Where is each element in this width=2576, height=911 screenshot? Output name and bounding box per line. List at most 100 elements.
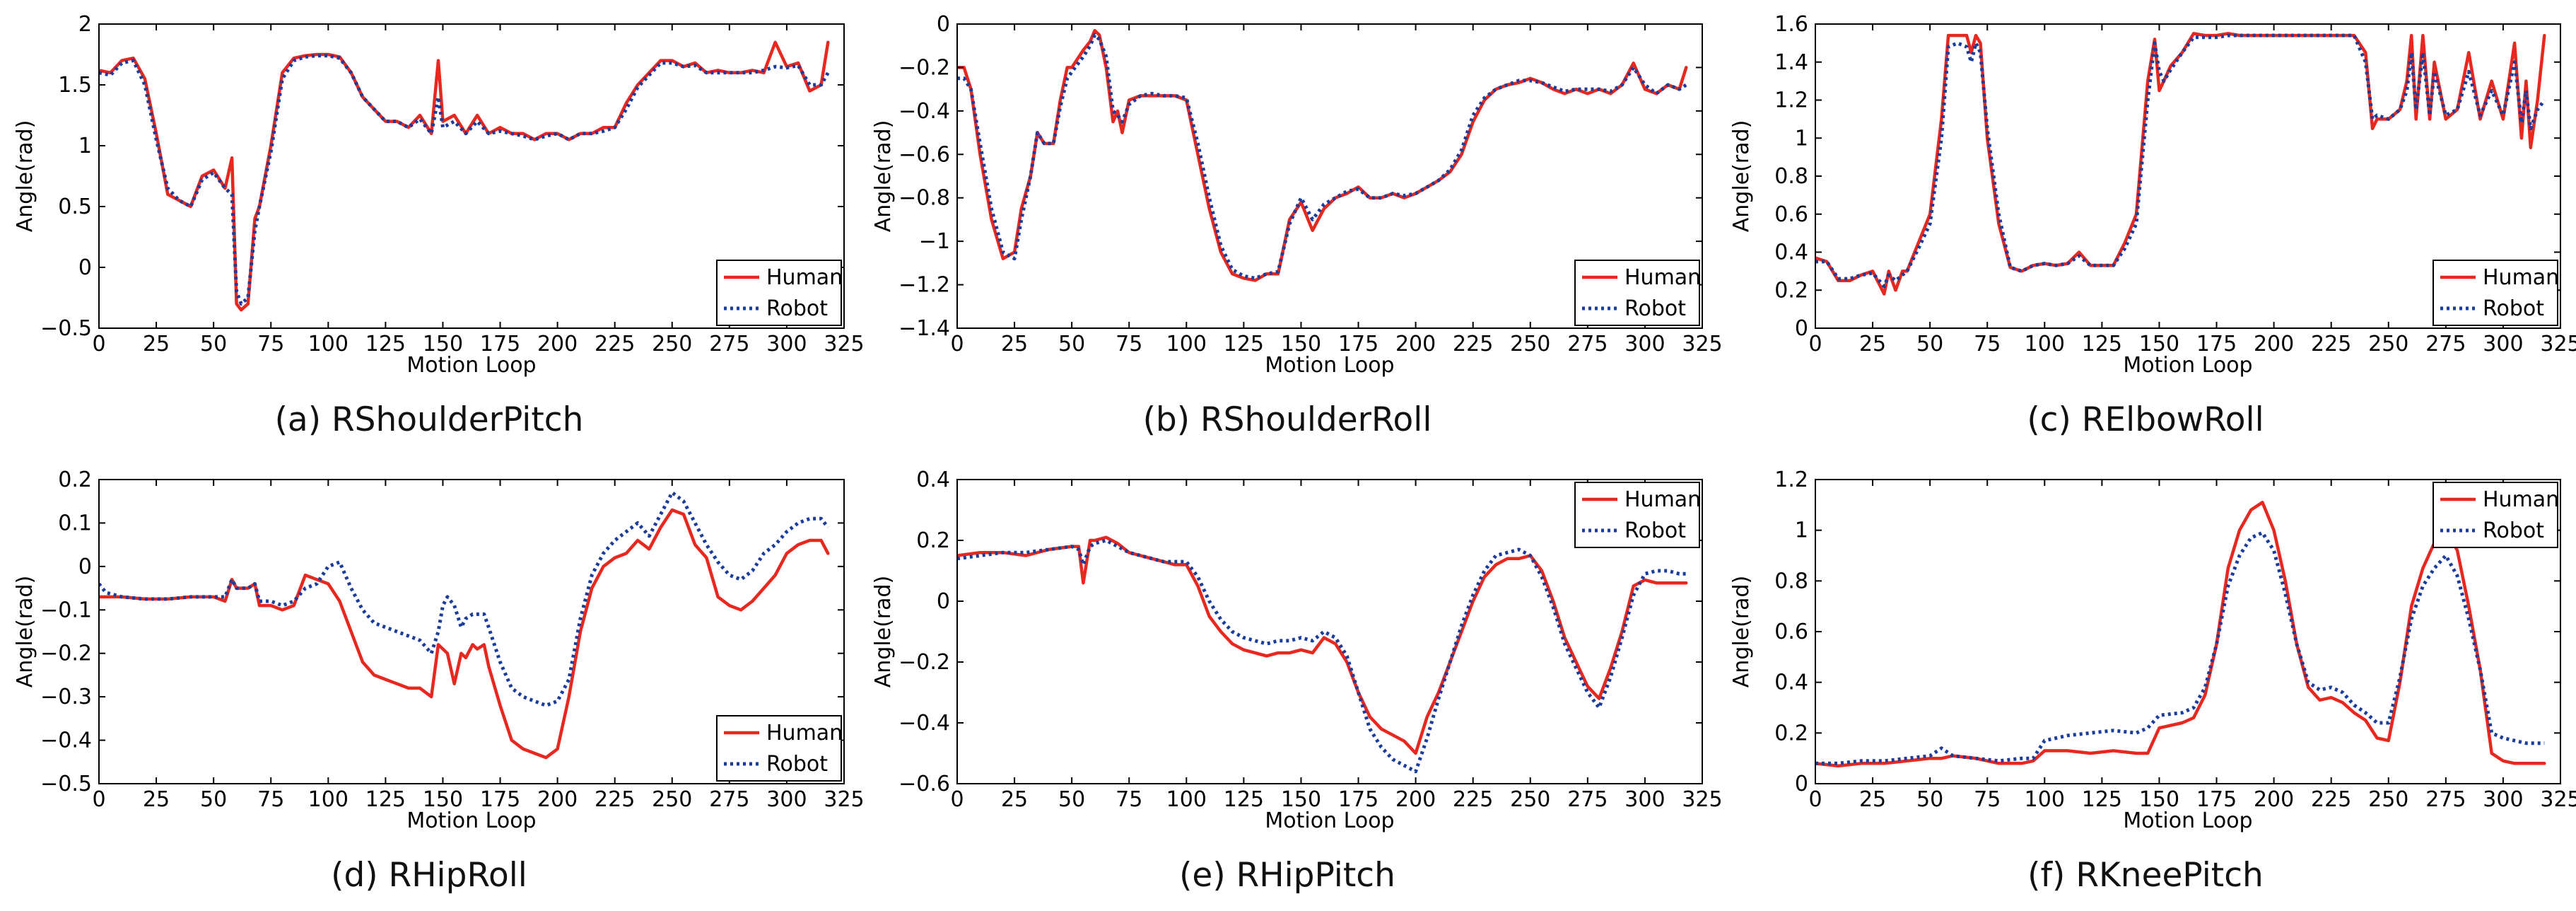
legend-label-robot: Robot <box>1624 518 1686 543</box>
y-tick-label: 0 <box>937 12 950 37</box>
subplot-rhiproll: 0 25 50 75 100 125 150 175 200 225 250 275 300 325 −0.… <box>0 456 865 911</box>
y-axis-label: Angle(rad) <box>1729 120 1754 233</box>
series-line-robot <box>99 490 830 707</box>
legend: Human Robot <box>2432 482 2559 548</box>
y-tick-label: 0 <box>937 589 950 614</box>
x-tick-label: 300 <box>2483 332 2523 356</box>
x-tick-label: 25 <box>143 787 170 812</box>
x-tick-label: 200 <box>537 787 578 812</box>
y-tick-label: −0.1 <box>40 598 92 622</box>
x-tick-label: 25 <box>1859 332 1886 356</box>
legend: Human Robot <box>716 260 843 326</box>
y-tick-label: 1.2 <box>1774 88 1808 113</box>
x-tick-label: 0 <box>92 787 105 812</box>
x-tick-label: 100 <box>2025 332 2065 356</box>
y-tick-label: 1 <box>1795 126 1808 151</box>
y-tick-label: 0.2 <box>1774 721 1808 745</box>
x-tick-label: 250 <box>652 332 692 356</box>
x-tick-label: 150 <box>1281 787 1321 812</box>
x-tick-label: 25 <box>1001 332 1028 356</box>
series-line-human <box>957 535 1688 755</box>
y-tick-label: 0.8 <box>1774 164 1808 189</box>
x-axis-label: Motion Loop <box>406 808 536 833</box>
chart-canvas: 0 25 50 75 100 125 150 175 200 225 250 275 300 325 0 0.… <box>1729 468 2576 833</box>
x-tick-label: 225 <box>1453 787 1493 812</box>
y-tick-label: 0.4 <box>916 468 950 492</box>
x-tick-label: 250 <box>652 787 692 812</box>
x-tick-label: 150 <box>423 332 463 356</box>
y-tick-label: 1 <box>1795 518 1808 543</box>
series-line-robot <box>957 33 1687 280</box>
x-tick-label: 300 <box>766 332 807 356</box>
plot-frame <box>956 479 1703 784</box>
subplot-rshoulderroll: 0 25 50 75 100 125 150 175 200 225 250 275 300 325 −1.… <box>858 0 1723 456</box>
x-tick-label: 125 <box>365 787 406 812</box>
x-axis-label: Motion Loop <box>2123 353 2252 378</box>
x-tick-label: 75 <box>1974 332 2001 356</box>
legend-label-human: Human <box>766 721 843 745</box>
x-tick-label: 275 <box>709 787 749 812</box>
x-tick-label: 150 <box>1281 332 1321 356</box>
x-tick-label: 25 <box>1001 787 1028 812</box>
subplot-rhippitch: 0 25 50 75 100 125 150 175 200 225 250 275 300 325 −0.… <box>858 456 1723 911</box>
x-tick-label: 75 <box>1116 332 1142 356</box>
subplot-caption: (c) RElbowRoll <box>2027 400 2264 439</box>
legend-label-human: Human <box>1624 265 1701 290</box>
legend-label-robot: Robot <box>1624 296 1686 321</box>
x-tick-label: 50 <box>1058 787 1085 812</box>
x-tick-label: 175 <box>480 332 520 356</box>
x-tick-label: 100 <box>2025 787 2065 812</box>
y-tick-label: 0.6 <box>1774 620 1808 644</box>
y-tick-label: 0.4 <box>1774 671 1808 695</box>
series-line-robot <box>99 54 830 306</box>
x-tick-label: 50 <box>1916 787 1943 812</box>
x-tick-label: 200 <box>537 332 578 356</box>
x-tick-label: 275 <box>1567 787 1608 812</box>
x-tick-label: 50 <box>1058 332 1085 356</box>
subplot-caption: (d) RHipRoll <box>331 856 527 895</box>
legend-box <box>1574 482 1700 548</box>
y-tick-label: 1.2 <box>1774 468 1808 492</box>
x-tick-label: 25 <box>143 332 170 356</box>
y-tick-label: 0.1 <box>58 511 92 535</box>
x-tick-label: 50 <box>200 332 227 356</box>
y-tick-label: −1 <box>919 229 950 254</box>
y-tick-label: 0.6 <box>1774 202 1808 227</box>
y-tick-label: 0 <box>1795 772 1808 796</box>
y-tick-label: 0 <box>78 255 92 280</box>
x-tick-label: 275 <box>1567 332 1608 356</box>
x-tick-label: 100 <box>308 332 349 356</box>
y-tick-label: −0.5 <box>40 772 92 796</box>
plot-frame <box>98 479 845 784</box>
x-tick-label: 75 <box>257 787 284 812</box>
x-tick-label: 0 <box>1808 787 1822 812</box>
x-tick-label: 225 <box>595 332 635 356</box>
y-axis-label: Angle(rad) <box>1729 576 1754 688</box>
subplot-rshoulderpitch: 0 25 50 75 100 125 150 175 200 225 250 275 300 325 −0.… <box>0 0 865 456</box>
y-tick-label: 1 <box>78 134 92 158</box>
x-axis-label: Motion Loop <box>1265 353 1394 378</box>
y-tick-label: −0.3 <box>40 685 92 709</box>
x-tick-label: 0 <box>1808 332 1822 356</box>
legend-label-robot: Robot <box>2483 518 2544 543</box>
series-line-human <box>99 508 830 760</box>
y-tick-label: −0.4 <box>898 99 950 124</box>
subplot-caption: (e) RHipPitch <box>1179 856 1395 895</box>
x-tick-label: 125 <box>1224 332 1264 356</box>
subplot-caption: (f) RKneePitch <box>2027 856 2264 895</box>
legend-box <box>716 715 842 782</box>
chart-canvas: 0 25 50 75 100 125 150 175 200 225 250 275 300 325 −1.… <box>871 12 1723 378</box>
x-tick-label: 275 <box>2425 332 2466 356</box>
y-tick-label: −0.8 <box>898 186 950 211</box>
x-tick-label: 125 <box>365 332 406 356</box>
x-tick-label: 150 <box>423 787 463 812</box>
legend: Human Robot <box>2432 260 2559 326</box>
x-tick-label: 125 <box>2082 332 2122 356</box>
x-axis-label: Motion Loop <box>1265 808 1394 833</box>
x-tick-label: 75 <box>1974 787 2001 812</box>
y-tick-label: −0.6 <box>898 142 950 167</box>
series-line-human <box>1815 32 2546 296</box>
x-tick-label: 175 <box>1338 332 1378 356</box>
y-axis-label: Angle(rad) <box>871 120 896 233</box>
y-tick-label: −1.4 <box>898 316 950 341</box>
